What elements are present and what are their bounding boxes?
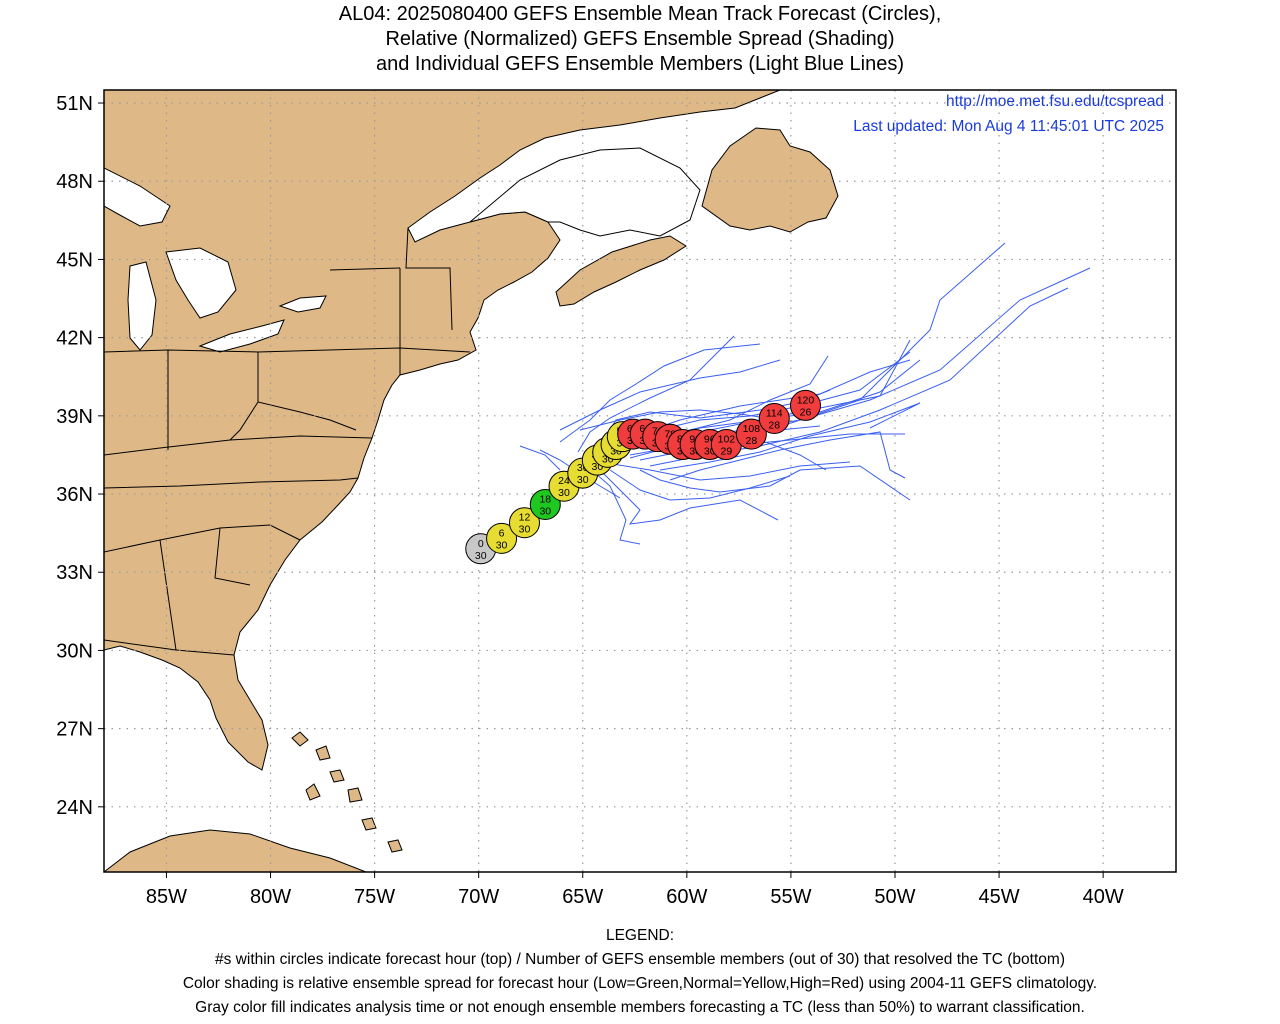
forecast-hour-label: 6 bbox=[499, 527, 505, 539]
lat-tick-label: 30N bbox=[56, 640, 93, 662]
member-count-label: 30 bbox=[577, 474, 589, 486]
lon-tick-label: 55W bbox=[770, 886, 811, 908]
map-title: AL04: 2025080400 GEFS Ensemble Mean Trac… bbox=[0, 2, 1280, 77]
track-point-circle bbox=[529, 488, 561, 520]
track-point-circle bbox=[789, 389, 821, 421]
lon-tick-label: 65W bbox=[562, 886, 603, 908]
lon-tick-label: 50W bbox=[874, 886, 915, 908]
member-count-label: 30 bbox=[558, 487, 570, 499]
lake-michigan bbox=[127, 261, 157, 351]
political-boundaries bbox=[104, 227, 471, 656]
newfoundland-land bbox=[701, 127, 839, 233]
lat-lon-grid bbox=[104, 90, 1176, 872]
lon-tick-label: 40W bbox=[1083, 886, 1124, 908]
track-point-circle bbox=[758, 402, 790, 434]
nova-scotia-land bbox=[555, 235, 687, 307]
lon-tick-label: 70W bbox=[458, 886, 499, 908]
forecast-hour-label: 12 bbox=[519, 512, 531, 524]
track-point-circle bbox=[735, 418, 767, 450]
member-count-label: 30 bbox=[496, 539, 508, 551]
lat-tick-label: 39N bbox=[56, 406, 93, 428]
lat-tick-label: 51N bbox=[56, 93, 93, 115]
member-count-label: 30 bbox=[591, 461, 603, 473]
title-line-1: AL04: 2025080400 GEFS Ensemble Mean Trac… bbox=[338, 3, 942, 25]
track-forecast-map: 0306301230183024303030363042304830543060… bbox=[56, 89, 1177, 908]
bahamas-islands bbox=[291, 731, 403, 853]
forecast-hour-label: 24 bbox=[558, 475, 570, 487]
legend-line-1: #s within circles indicate forecast hour… bbox=[215, 951, 1065, 968]
forecast-hour-label: 96 bbox=[704, 434, 716, 446]
legend-heading: LEGEND: bbox=[605, 927, 675, 944]
lon-tick-label: 45W bbox=[979, 886, 1020, 908]
member-count-label: 30 bbox=[519, 524, 531, 536]
track-point: 630 bbox=[486, 522, 518, 554]
cuba-land bbox=[104, 829, 367, 872]
lake-superior bbox=[104, 167, 171, 227]
member-count-label: 30 bbox=[602, 453, 614, 465]
lat-tick-label: 27N bbox=[56, 719, 93, 741]
member-count-label: 30 bbox=[539, 505, 551, 517]
last-updated: Last updated: Mon Aug 4 11:45:01 UTC 202… bbox=[853, 118, 1164, 135]
land-layer bbox=[104, 90, 839, 872]
title-line-3: and Individual GEFS Ensemble Members (Li… bbox=[375, 53, 905, 75]
credit-url[interactable]: http://moe.met.fsu.edu/tcspread bbox=[946, 93, 1164, 110]
lake-erie bbox=[198, 319, 285, 353]
mean-track-circles: 0306301230183024303030363042304830543060… bbox=[465, 389, 821, 565]
forecast-hour-label: 120 bbox=[797, 394, 815, 406]
lat-tick-label: 45N bbox=[56, 249, 93, 271]
forecast-hour-label: 108 bbox=[743, 423, 761, 435]
north-america-land bbox=[104, 90, 781, 771]
legend-line-3: Gray color fill indicates analysis time … bbox=[195, 999, 1085, 1016]
member-count-label: 30 bbox=[689, 446, 701, 458]
member-count-label: 30 bbox=[704, 446, 716, 458]
forecast-hour-label: 30 bbox=[577, 462, 589, 474]
lat-tick-label: 36N bbox=[56, 484, 93, 506]
lake-huron bbox=[165, 247, 237, 319]
member-count-label: 26 bbox=[800, 406, 812, 418]
axis-labels: 85W 80W 75W 70W 65W 60W 55W 50W 45W 40W 51N 48N 45N 4… bbox=[56, 93, 1124, 908]
title-line-2: Relative (Normalized) GEFS Ensemble Spre… bbox=[385, 28, 895, 50]
member-count-label: 28 bbox=[768, 419, 780, 431]
lake-ontario bbox=[278, 295, 327, 313]
forecast-hour-label: 102 bbox=[718, 434, 736, 446]
lat-tick-label: 42N bbox=[56, 328, 93, 350]
member-count-label: 29 bbox=[721, 446, 733, 458]
track-point-circle bbox=[486, 522, 518, 554]
lat-tick-label: 24N bbox=[56, 797, 93, 819]
lon-tick-label: 85W bbox=[146, 886, 187, 908]
legend-line-2: Color shading is relative ensemble sprea… bbox=[182, 975, 1098, 992]
lat-tick-label: 33N bbox=[56, 562, 93, 584]
legend: LEGEND: #s within circles indicate forec… bbox=[0, 924, 1280, 1020]
member-count-label: 30 bbox=[610, 446, 622, 458]
lon-tick-label: 80W bbox=[250, 886, 291, 908]
forecast-hour-label: 18 bbox=[539, 493, 551, 505]
track-point-circle bbox=[508, 507, 540, 539]
member-count-label: 28 bbox=[746, 435, 758, 447]
gulf-of-st-lawrence bbox=[469, 147, 701, 237]
forecast-hour-label: 0 bbox=[478, 538, 484, 550]
lon-tick-label: 60W bbox=[666, 886, 707, 908]
forecast-hour-label: 114 bbox=[766, 407, 783, 419]
plot-frame bbox=[103, 89, 1177, 873]
member-count-label: 30 bbox=[475, 550, 487, 562]
lat-tick-label: 48N bbox=[56, 171, 93, 193]
lon-tick-label: 75W bbox=[354, 886, 395, 908]
forecast-hour-label: 78 bbox=[664, 428, 676, 440]
